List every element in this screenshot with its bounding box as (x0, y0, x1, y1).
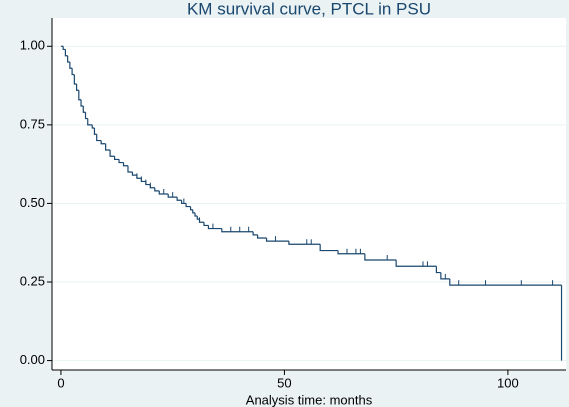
survival-step (252, 231, 258, 236)
survival-step (257, 234, 267, 239)
survival-step (71, 68, 75, 76)
survival-step (449, 278, 562, 286)
survival-step (194, 212, 198, 217)
x-tick-label: 50 (277, 375, 291, 390)
survival-step (80, 99, 84, 107)
survival-step (440, 272, 450, 280)
survival-step (109, 150, 115, 157)
survival-step (196, 216, 200, 220)
survival-step (75, 84, 79, 91)
survival-step (91, 124, 95, 129)
survival-step (84, 112, 88, 120)
survival-step (364, 253, 397, 261)
survival-step (105, 143, 111, 151)
survival-step (203, 222, 209, 227)
survival-step (118, 159, 124, 164)
survival-step (395, 260, 437, 267)
survival-step (64, 49, 68, 57)
chart-title: KM survival curve, PTCL in PSU (187, 0, 431, 18)
survival-step (192, 209, 196, 214)
survival-step (181, 200, 187, 205)
x-tick-label: 0 (57, 375, 64, 390)
survival-step (69, 62, 73, 69)
survival-step (73, 74, 77, 85)
y-tick-label: 0.25 (20, 273, 45, 288)
survival-step (87, 118, 93, 126)
survival-step (122, 162, 128, 167)
y-tick-label: 0.50 (20, 195, 45, 210)
survival-step (113, 156, 120, 161)
survival-step (62, 46, 66, 51)
survival-step (131, 172, 137, 176)
survival-step (221, 228, 254, 233)
survival-step (176, 197, 182, 201)
survival-step (78, 90, 82, 101)
survival-step (100, 140, 106, 145)
survival-step (207, 225, 222, 230)
y-tick-label: 0.75 (20, 116, 45, 131)
x-axis-label: Analysis time: months (246, 392, 373, 407)
survival-step (435, 266, 441, 274)
survival-step (82, 106, 86, 113)
y-tick-label: 0.00 (20, 352, 45, 367)
survival-step (127, 165, 133, 173)
plot-area (52, 18, 566, 370)
survival-step (288, 241, 321, 245)
survival-step (154, 187, 160, 192)
survival-step (167, 194, 178, 198)
survival-step (265, 238, 289, 242)
survival-step (158, 190, 169, 195)
y-tick-label: 1.00 (20, 38, 45, 53)
survival-step (189, 206, 193, 211)
survival-step (319, 244, 339, 252)
survival-step (185, 203, 191, 208)
x-tick-label: 100 (497, 375, 519, 390)
survival-step (67, 55, 70, 63)
survival-step (96, 134, 102, 142)
